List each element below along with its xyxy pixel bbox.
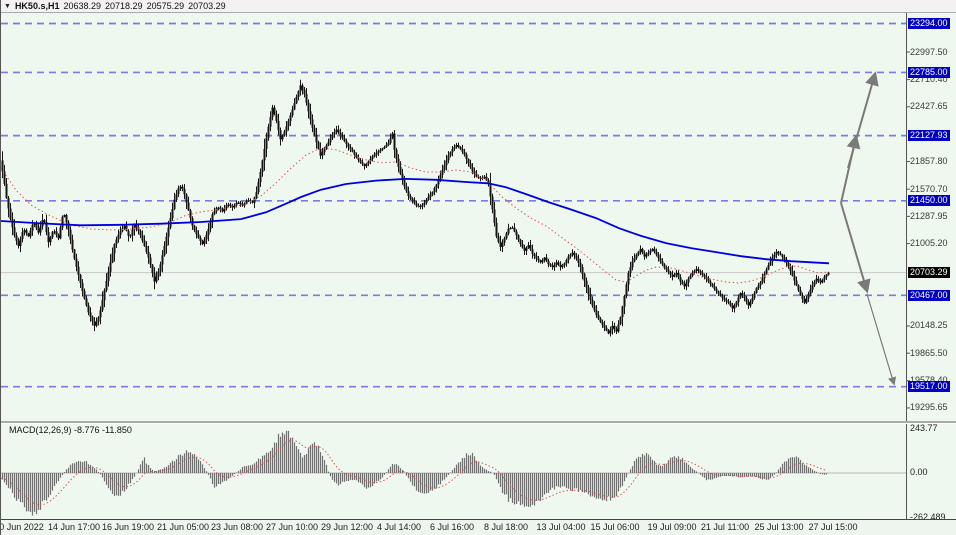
- level-price-label: 21450.00: [908, 195, 950, 207]
- price-tick-label: 21287.95: [910, 210, 948, 221]
- price-tick-label: 21005.20: [910, 238, 948, 249]
- time-tick-label: 21 Jun 05:00: [156, 522, 210, 532]
- ohlc-open: 20638.29: [63, 1, 102, 11]
- macd-scale-label: -262.489: [910, 511, 946, 522]
- ohlc-high: 20718.29: [105, 1, 143, 11]
- candlesticks: [1, 79, 830, 337]
- price-tick-label: 19295.65: [910, 402, 948, 413]
- time-tick-label: 10 Jun 2022: [1, 522, 44, 532]
- moving-averages: [1, 147, 830, 284]
- price-tick-label: 19865.50: [910, 347, 948, 358]
- time-tick-label: 6 Jul 16:00: [429, 522, 475, 532]
- chart-title-bar: ▼ HK50.s,H1 20638.29 20718.29 20575.29 2…: [1, 0, 956, 13]
- macd-caption: MACD(12,26,9) -8.776 -11.850: [9, 425, 132, 435]
- time-tick-label: 15 Jul 06:00: [590, 522, 640, 532]
- price-tick-label: 19578.40: [910, 375, 948, 386]
- time-tick-label: 16 Jun 19:00: [101, 522, 155, 532]
- time-tick-label: 14 Jun 17:00: [47, 522, 101, 532]
- level-price-label: 23294.00: [908, 17, 950, 29]
- time-tick-label: 27 Jun 10:00: [265, 522, 319, 532]
- projection-arrows[interactable]: [840, 71, 897, 386]
- time-tick-label: 25 Jul 13:00: [754, 522, 804, 532]
- time-axis-strip[interactable]: [1, 519, 956, 535]
- price-tick-label: 21570.70: [910, 183, 948, 194]
- macd-scale-label: 0.00: [910, 466, 928, 477]
- symbol-timeframe-label: HK50.s,H1: [14, 1, 60, 11]
- level-price-label: 20467.00: [908, 289, 950, 301]
- level-price-label: 19517.00: [908, 381, 950, 393]
- time-tick-label: 13 Jul 04:00: [536, 522, 586, 532]
- time-tick-label: 29 Jun 12:00: [320, 522, 374, 532]
- price-tick-label: 21857.80: [910, 156, 948, 167]
- price-tick-label: 22997.50: [910, 46, 948, 57]
- level-price-label: 22785.00: [908, 66, 950, 78]
- current-price-label: 20703.29: [908, 267, 950, 279]
- price-tick-label: 22427.65: [910, 101, 948, 112]
- ohlc-low: 20575.29: [146, 1, 185, 11]
- time-tick-label: 19 Jul 09:00: [647, 522, 697, 532]
- collapse-triangle-icon[interactable]: ▼: [4, 2, 11, 10]
- time-tick-label: 21 Jul 11:00: [700, 522, 750, 532]
- time-tick-label: 27 Jul 15:00: [808, 522, 858, 532]
- time-tick-label: 8 Jul 18:00: [483, 522, 529, 532]
- panel-splitter[interactable]: [1, 421, 956, 424]
- level-price-label: 22127.93: [908, 130, 950, 142]
- price-tick-label: 22710.40: [910, 74, 948, 85]
- ohlc-close: 20703.29: [188, 1, 226, 11]
- time-tick-label: 4 Jul 14:00: [376, 522, 422, 532]
- support-resistance-lines[interactable]: [1, 22, 906, 388]
- price-tick-label: 20148.25: [910, 320, 948, 331]
- macd-scale-label: 243.77: [910, 422, 938, 433]
- macd-indicator: [1, 430, 906, 516]
- time-tick-label: 23 Jun 08:00: [210, 522, 264, 532]
